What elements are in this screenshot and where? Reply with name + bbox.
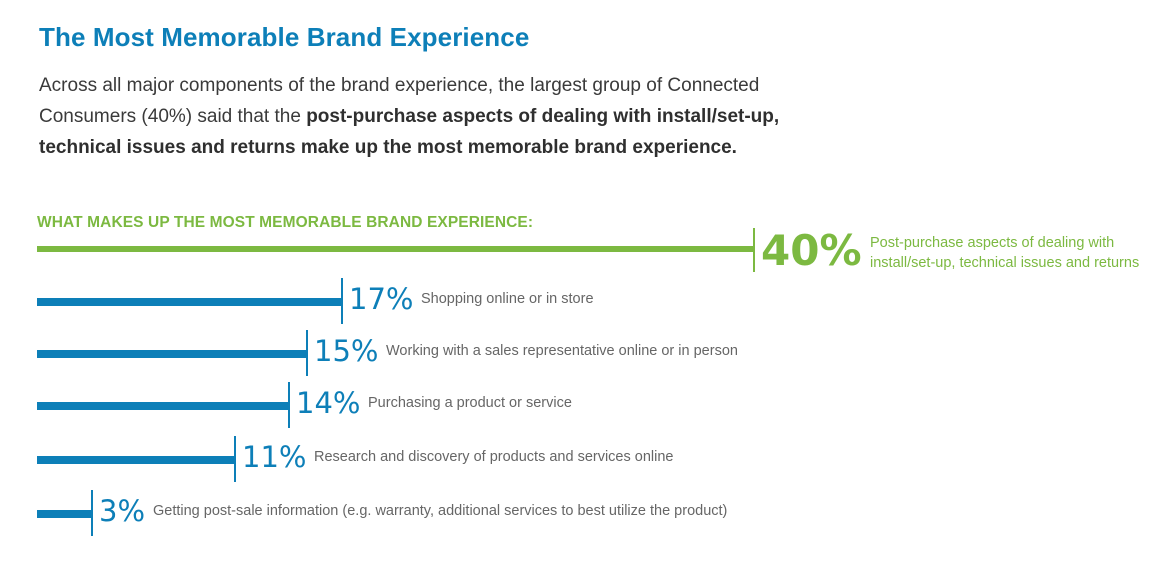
bar xyxy=(37,246,753,252)
bar xyxy=(37,298,341,306)
category-label: Working with a sales representative onli… xyxy=(386,343,738,359)
category-label: Purchasing a product or service xyxy=(368,395,572,411)
intro-bold: post-purchase aspects of dealing with in… xyxy=(39,106,780,158)
data-label: 11% xyxy=(242,440,307,474)
bar-end-tick xyxy=(341,278,343,324)
category-label: Post-purchase aspects of dealing with in… xyxy=(870,235,1140,271)
bar-end-tick xyxy=(288,382,290,428)
data-label: 40% xyxy=(761,226,862,275)
bar xyxy=(37,456,234,464)
bar xyxy=(37,350,306,358)
bar-end-tick xyxy=(234,436,236,482)
data-label: 15% xyxy=(314,334,379,368)
data-label: 14% xyxy=(296,386,361,420)
page-title: The Most Memorable Brand Experience xyxy=(39,22,530,52)
bar-end-tick xyxy=(91,490,93,536)
data-label: 17% xyxy=(349,282,414,316)
category-label: Research and discovery of products and s… xyxy=(314,449,674,465)
category-label: Getting post-sale information (e.g. warr… xyxy=(153,503,728,519)
category-label: Shopping online or in store xyxy=(421,291,594,307)
bar-end-tick xyxy=(306,330,308,376)
chart-title: WHAT MAKES UP THE MOST MEMORABLE BRAND E… xyxy=(37,214,534,231)
intro-text: Across all major components of the brand… xyxy=(39,70,839,163)
bar-end-tick xyxy=(753,228,755,272)
bar xyxy=(37,402,288,410)
bar xyxy=(37,510,91,518)
intro-plain: Across all major components of the brand… xyxy=(39,75,760,127)
data-label: 3% xyxy=(99,494,146,528)
